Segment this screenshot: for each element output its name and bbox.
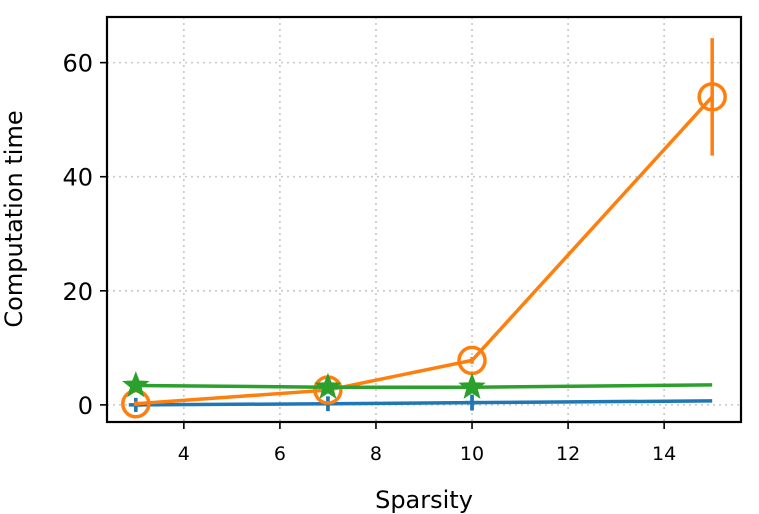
series-1: [121, 38, 727, 419]
series-line: [135, 95, 714, 406]
data-point: [314, 372, 342, 399]
series-2: [122, 371, 713, 399]
series-line: [135, 399, 713, 407]
data-point: [122, 371, 150, 398]
x-tick-label: 6: [274, 443, 286, 465]
y-tick-label: 0: [78, 392, 93, 420]
plot-area: [121, 38, 727, 419]
x-tick-label: 14: [652, 443, 676, 465]
x-tick-label: 8: [370, 443, 382, 465]
data-point: [697, 82, 727, 112]
data-point: [465, 395, 480, 410]
y-tick-label: 60: [62, 50, 93, 78]
series-line: [135, 383, 713, 389]
data-point: [458, 372, 486, 399]
y-tick-label: 40: [62, 164, 93, 192]
y-axis-label: Computation time: [0, 110, 28, 327]
y-tick-label: 20: [62, 278, 93, 306]
x-tick-label: 4: [178, 443, 190, 465]
x-tick-label: 12: [556, 443, 580, 465]
x-tick-label: 10: [460, 443, 484, 465]
plot-frame: [105, 15, 743, 424]
grid: [107, 17, 741, 422]
axis-ticks: 4 6 8 10 12 14 0 20 40 60: [62, 50, 676, 465]
x-axis-label: Sparsity: [375, 486, 473, 514]
